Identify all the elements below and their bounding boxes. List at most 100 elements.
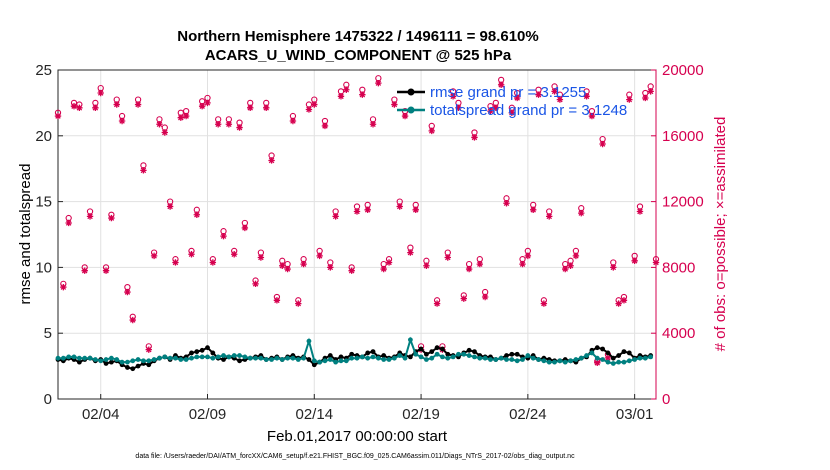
series-totalspread-point-38 [258,355,264,361]
obs-assimilated-marker-98 [578,209,585,217]
obs-assimilated-marker-82 [492,104,500,112]
series-totalspread-point-36 [247,355,253,361]
series-totalspread-point-26 [194,354,200,360]
obs-assimilated-marker-94 [556,96,564,103]
series-totalspread-point-7 [92,357,98,362]
series-totalspread-point-60 [375,355,381,361]
obs-assimilated-marker-17 [145,346,152,353]
series-totalspread-point-43 [285,355,290,361]
series-totalspread-point-12 [119,359,125,365]
series-totalspread-point-46 [301,355,307,361]
obs-assimilated-marker-71 [433,300,441,307]
series-rmse-point-47 [306,357,312,362]
series-totalspread-point-6 [87,355,93,361]
series-rmse-point-102 [600,346,606,352]
obs-count-markers [54,75,660,367]
series-rmse-point-34 [237,358,242,364]
series-rmse-point-9 [103,361,109,366]
series-totalspread-point-111 [648,354,654,360]
series-totalspread-point-93 [552,359,557,365]
series-totalspread-point-109 [637,355,643,361]
series-totalspread-point-21 [167,355,173,361]
series-rmse-point-27 [199,347,205,353]
obs-assimilated-marker-78 [471,134,478,141]
series-totalspread-point-86 [514,358,520,364]
x-tick-label-3: 02/19 [402,406,440,423]
series-totalspread-point-10 [108,355,114,361]
series-totalspread-point-75 [456,351,461,357]
obs-assimilated-marker-2 [65,219,72,227]
y-left-tick-label-4: 20 [35,128,52,145]
series-totalspread-point-19 [157,355,162,361]
obs-assimilated-marker-80 [481,293,489,301]
series-totalspread-point-70 [429,355,435,361]
obs-assimilated-marker-27 [198,102,206,110]
series-rmse-point-86 [514,351,520,357]
series-rmse-point-78 [472,349,477,355]
obs-assimilated-marker-12 [118,117,126,125]
series-rmse-point-71 [434,345,440,351]
series-lines [55,336,654,372]
obs-assimilated-marker-52 [332,213,339,220]
series-rmse-point-4 [76,359,82,365]
series-totalspread-point-29 [210,355,216,361]
series-totalspread-point-106 [621,359,627,365]
obs-assimilated-marker-51 [327,264,334,271]
series-totalspread-point-102 [600,357,606,362]
y-left-tick-label-1: 5 [44,325,52,342]
series-totalspread-point-90 [536,357,541,362]
obs-assimilated-marker-9 [102,267,110,274]
series-totalspread-point-50 [322,358,328,364]
series-rmse-point-10 [108,359,114,365]
obs-assimilated-marker-24 [182,112,190,120]
obs-assimilated-marker-20 [161,129,168,136]
obs-assimilated-marker-77 [465,265,473,273]
series-totalspread-point-100 [589,350,595,356]
obs-assimilated-marker-102 [599,140,606,148]
series-totalspread-point-69 [424,357,429,362]
series-rmse-point-70 [429,349,435,355]
footnote-data-file: data file: /Users/raeder/DAI/ATM_forcXX/… [135,453,575,460]
series-totalspread-point-62 [386,357,392,362]
series-totalspread-point-37 [253,355,258,361]
obs-assimilated-marker-6 [86,213,94,220]
series-totalspread-point-99 [584,353,589,358]
obs-assimilated-marker-43 [284,265,291,273]
series-rmse-point-61 [381,353,387,358]
series-totalspread-point-67 [413,351,419,357]
x-tick-label-1: 02/09 [189,406,227,423]
y-axis-right-label: # of obs: o=possible; ×=assimilated [712,117,729,352]
obs-assimilated-marker-48 [311,101,318,108]
obs-assimilated-marker-39 [263,104,270,112]
series-totalspread-point-110 [642,355,648,361]
series-totalspread-point-73 [445,355,451,361]
obs-assimilated-marker-110 [642,94,649,102]
series-totalspread-point-4 [76,355,82,361]
obs-assimilated-marker-107 [626,96,633,103]
series-totalspread-point-11 [114,357,120,362]
obs-assimilated-marker-36 [247,104,254,112]
obs-assimilated-marker-70 [428,127,435,135]
series-rmse-point-26 [194,349,200,355]
obs-assimilated-marker-1 [60,283,67,291]
obs-assimilated-marker-16 [140,167,147,174]
obs-assimilated-marker-58 [364,206,371,214]
y-left-tick-label-2: 10 [35,259,52,276]
obs-assimilated-marker-14 [129,316,136,324]
series-rmse-point-105 [616,353,622,358]
obs-assimilated-marker-91 [540,300,548,307]
series-totalspread-point-22 [173,355,178,361]
obs-assimilated-marker-0 [54,112,62,120]
y-axis-left-label: rmse and totalspread [17,164,34,305]
obs-assimilated-marker-57 [359,91,366,98]
series-totalspread-point-45 [295,357,301,362]
obs-assimilated-marker-87 [519,260,526,268]
obs-assimilated-marker-40 [268,157,275,164]
series-rmse-point-31 [221,357,226,362]
x-axis-label: Feb.01,2017 00:00:00 start [267,428,448,445]
series-totalspread-point-16 [141,358,146,364]
series-totalspread-point-88 [525,353,531,358]
obs-assimilated-marker-99 [583,93,590,100]
y-left-tick-label-3: 15 [35,194,52,211]
